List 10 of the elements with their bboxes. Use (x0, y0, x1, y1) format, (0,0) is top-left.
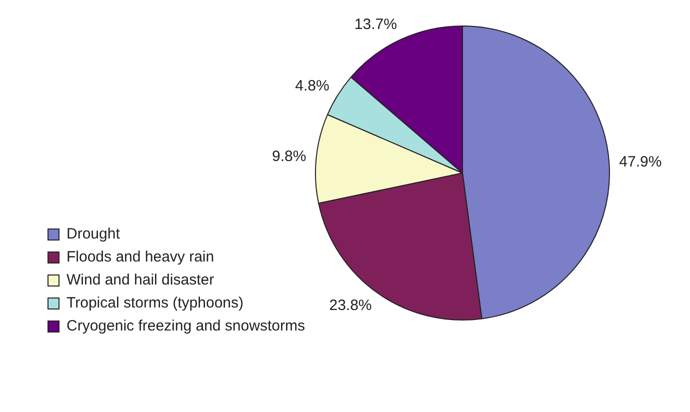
data-label: 4.8% (295, 78, 330, 95)
data-label: 47.9% (619, 153, 662, 170)
legend-label: Wind and hail disaster (66, 272, 214, 289)
legend-label: Floods and heavy rain (66, 248, 214, 266)
legend-label: Drought (66, 226, 121, 243)
data-label: 13.7% (354, 16, 397, 33)
data-label: 9.8% (272, 148, 306, 165)
data-label: 23.8% (329, 297, 372, 314)
legend-label: Tropical storms (typhoons) (66, 294, 244, 312)
legend-label: Cryogenic freezing and snowstorms (66, 318, 305, 335)
